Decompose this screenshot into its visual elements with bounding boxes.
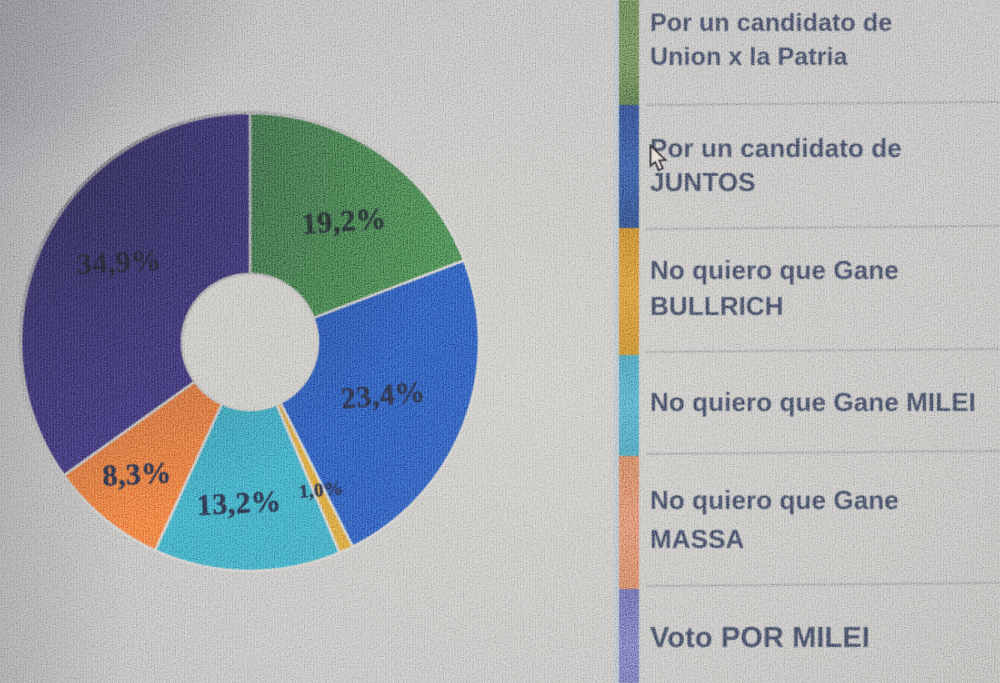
svg-text:8,3%: 8,3% — [102, 456, 173, 493]
svg-text:19,2%: 19,2% — [301, 202, 388, 241]
svg-text:34,9%: 34,9% — [76, 244, 162, 281]
svg-text:1,0%: 1,0% — [298, 478, 344, 503]
svg-text:13,2%: 13,2% — [196, 485, 282, 522]
